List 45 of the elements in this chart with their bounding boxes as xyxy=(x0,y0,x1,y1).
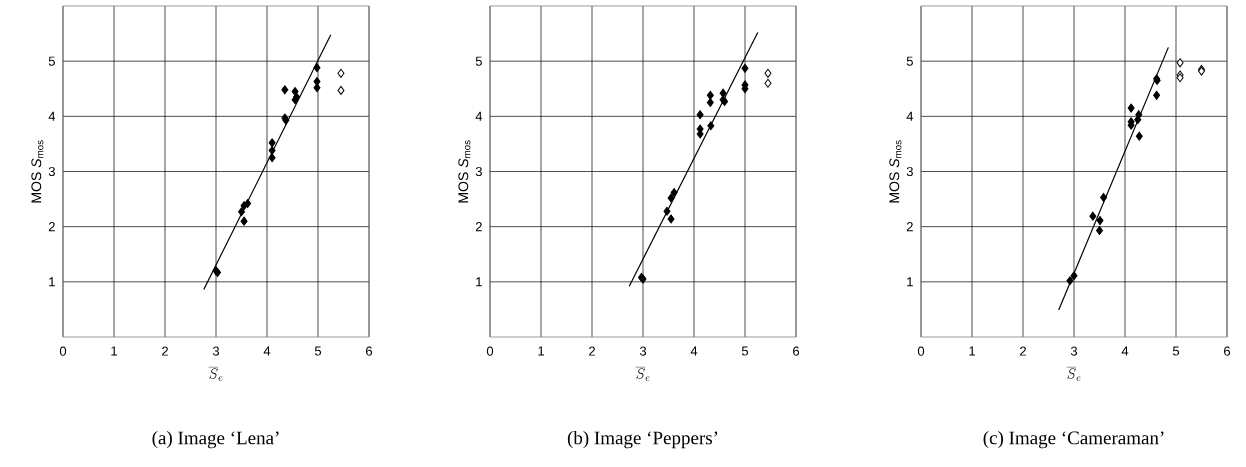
x-tick-label: 1 xyxy=(538,346,544,356)
x-tick-label: 5 xyxy=(741,346,749,356)
text: (b) Image ‘Peppers’ xyxy=(567,430,718,449)
x-tick-label: 0 xyxy=(59,346,67,356)
x-tick-label: 3 xyxy=(1070,346,1078,356)
x-tick-label: 5 xyxy=(314,346,322,356)
y-tick-label: 3 xyxy=(906,166,913,177)
x-tick-label: 1 xyxy=(969,346,975,356)
y-tick-label: 2 xyxy=(48,222,55,232)
x-tick-label: 2 xyxy=(1020,346,1026,356)
y-tick-label: 1 xyxy=(907,277,913,287)
x-tick-label: 6 xyxy=(1224,346,1231,356)
y-tick-label: 2 xyxy=(475,222,482,232)
y-tick-label: 1 xyxy=(49,277,55,287)
y-axis-title: MOS S$_{mos}$ xyxy=(458,140,471,203)
x-axis-title: $\overline{S}_e$ xyxy=(1066,367,1081,381)
x-tick-label: 4 xyxy=(263,346,271,356)
y-axis-title: MOS S$_{mos}$ xyxy=(889,140,902,203)
y-tick-label: 5 xyxy=(475,56,482,66)
x-axis-title: $\overline{S}_e$ xyxy=(208,367,223,381)
text: (c) Image ‘Cameraman’ xyxy=(983,430,1164,449)
x-tick-label: 3 xyxy=(639,346,647,356)
x-tick-label: 6 xyxy=(793,346,800,356)
x-tick-label: 4 xyxy=(690,346,698,356)
x-tick-label: 1 xyxy=(111,346,117,356)
x-tick-label: 2 xyxy=(589,346,595,356)
y-tick-label: 2 xyxy=(906,222,913,232)
y-tick-label: 4 xyxy=(906,111,914,121)
y-tick-label: 4 xyxy=(48,111,56,121)
x-tick-label: 0 xyxy=(917,346,925,356)
y-axis-title: MOS S$_{mos}$ xyxy=(31,140,44,203)
y-tick-label: 3 xyxy=(475,166,482,177)
y-tick-label: 4 xyxy=(475,111,483,121)
text: (a) Image ‘Lena’ xyxy=(152,430,279,449)
y-tick-label: 5 xyxy=(906,56,913,66)
x-tick-label: 0 xyxy=(486,346,494,356)
y-tick-label: 1 xyxy=(476,277,482,287)
x-tick-label: 5 xyxy=(1172,346,1180,356)
x-tick-label: 3 xyxy=(212,346,220,356)
x-tick-label: 6 xyxy=(366,346,373,356)
y-tick-label: 3 xyxy=(48,166,55,177)
x-axis-title: $\overline{S}_e$ xyxy=(635,367,650,381)
x-tick-label: 4 xyxy=(1121,346,1129,356)
y-tick-label: 5 xyxy=(48,56,55,66)
x-tick-label: 2 xyxy=(162,346,168,356)
